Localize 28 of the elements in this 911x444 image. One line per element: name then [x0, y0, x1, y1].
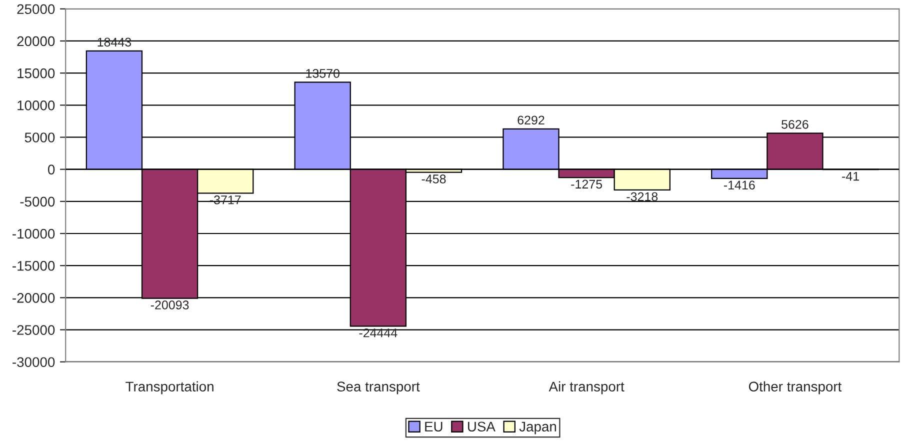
- data-label: 6292: [518, 116, 544, 125]
- y-tick-label: 0: [48, 164, 55, 174]
- y-tick-label: -15000: [12, 260, 55, 271]
- y-tick-label: -20000: [12, 293, 55, 303]
- y-tick-label: -25000: [12, 325, 55, 335]
- legend-label: USA: [468, 422, 496, 432]
- y-tick-label: 15000: [18, 68, 55, 78]
- data-label: -3218: [626, 192, 658, 202]
- y-tick-label: 20000: [17, 36, 55, 46]
- y-tick-label: 10000: [18, 100, 55, 110]
- data-label: -24444: [359, 328, 398, 338]
- x-tick-label: Transportation: [126, 381, 214, 394]
- y-tick-label: -10000: [12, 228, 55, 239]
- data-label: -1275: [571, 180, 602, 189]
- y-tick-label: -30000: [12, 357, 55, 368]
- data-label: -41: [842, 172, 859, 181]
- legend-label: Japan: [519, 422, 556, 434]
- y-tick-label: 25000: [17, 4, 55, 14]
- data-label: 5626: [782, 120, 808, 129]
- data-label: -1416: [724, 180, 755, 190]
- x-tick-label: Sea transport: [337, 382, 420, 394]
- x-tick-label: Other transport: [748, 381, 842, 394]
- y-tick-label: -5000: [20, 196, 55, 207]
- legend-label: EU: [425, 422, 442, 432]
- data-label: -458: [422, 174, 446, 184]
- data-label: -20093: [150, 300, 189, 310]
- y-tick-label: 5000: [24, 132, 55, 142]
- x-tick-label: Air transport: [548, 381, 624, 394]
